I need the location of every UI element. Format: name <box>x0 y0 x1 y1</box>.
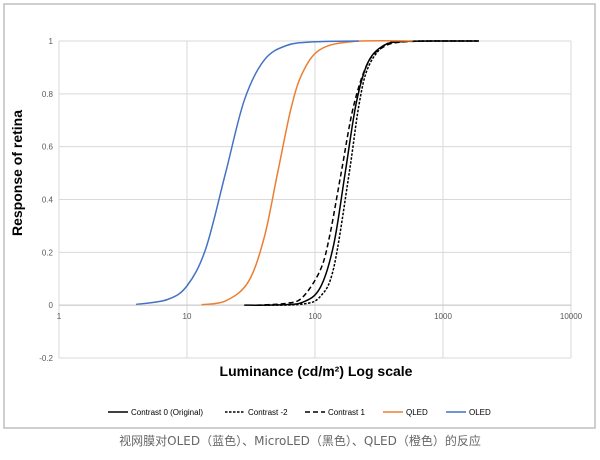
series-line-qled <box>201 40 413 306</box>
y-axis-label: Response of retina <box>9 110 25 236</box>
x-tick-label: 10000 <box>560 312 583 321</box>
legend: Contrast 0 (Original) Contrast -2 Contrast… <box>108 408 491 417</box>
y-tick-label: 0.2 <box>42 248 54 257</box>
chart-border <box>3 3 596 429</box>
y-tick-label: 0.6 <box>42 143 54 152</box>
legend-label: Contrast -2 <box>248 408 288 417</box>
legend-label: Contrast 0 (Original) <box>131 408 203 417</box>
legend-label: QLED <box>406 408 428 417</box>
y-tick-label: 0.4 <box>42 196 54 205</box>
y-tick-label: 0 <box>49 301 54 310</box>
caption: 视网膜对OLED（蓝色）、MicroLED（黑色）、QLED（橙色）的反应 <box>119 433 481 448</box>
x-tick-label: 100 <box>308 312 322 321</box>
y-tick-labels: -0.2 0 0.2 0.4 0.6 0.8 1 <box>39 37 53 363</box>
x-tick-label: 1000 <box>434 312 452 321</box>
series-line-oled <box>135 40 359 306</box>
x-tick-labels: 1 10 100 1000 10000 <box>57 312 583 321</box>
y-tick-label: 1 <box>49 37 54 46</box>
x-tick-label: 1 <box>57 312 62 321</box>
x-tick-label: 10 <box>183 312 192 321</box>
y-tick-label: 0.8 <box>42 90 54 99</box>
legend-label: OLED <box>469 408 491 417</box>
y-tick-label: -0.2 <box>39 354 53 363</box>
grid <box>58 40 572 359</box>
x-axis-label: Luminance (cd/m²) Log scale <box>220 363 413 379</box>
legend-label: Contrast 1 <box>328 408 365 417</box>
series-lines <box>135 40 479 306</box>
